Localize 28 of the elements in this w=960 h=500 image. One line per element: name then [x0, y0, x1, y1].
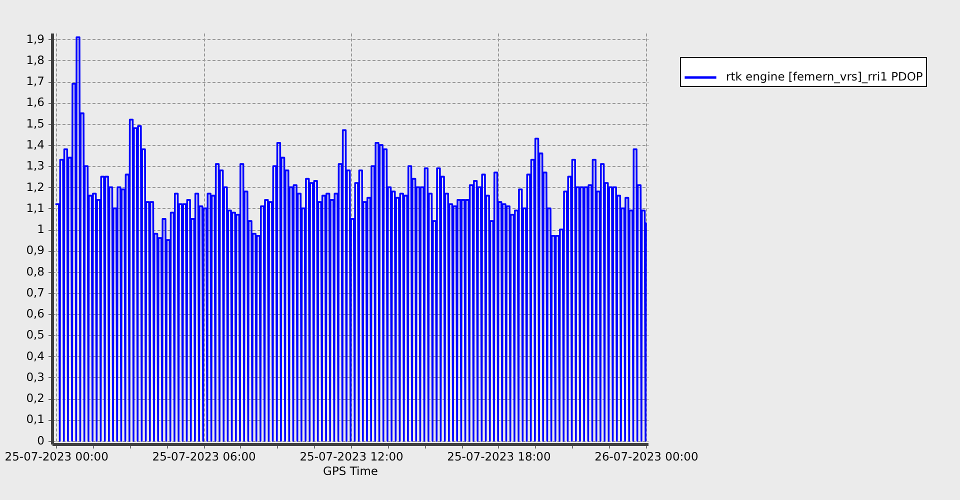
x-tick-label: 25-07-2023 00:00 — [4, 450, 108, 464]
y-tick-label: 0 — [37, 433, 44, 448]
y-tick-label: 1,4 — [26, 137, 44, 152]
x-tick-label: 26-07-2023 00:00 — [594, 450, 698, 464]
x-axis-title: GPS Time — [323, 464, 378, 478]
y-tick-label: 0,7 — [26, 285, 44, 300]
y-tick-label: 0,4 — [26, 348, 44, 363]
y-tick-label: 0,9 — [26, 243, 44, 258]
y-tick-label: 1,6 — [26, 95, 44, 110]
y-tick-label: 1,9 — [26, 32, 44, 46]
x-tick-label: 25-07-2023 18:00 — [447, 450, 551, 464]
y-tick-label: 1,5 — [26, 116, 44, 130]
y-tick-label: 0,1 — [26, 412, 44, 426]
y-tick-label: 0,6 — [26, 306, 44, 321]
y-tick-label: 1,2 — [26, 180, 44, 194]
y-tick-label: 1 — [37, 222, 44, 236]
y-tick-label: 1,8 — [26, 52, 44, 67]
y-tick-label: 0,2 — [26, 391, 44, 406]
y-tick-label: 0,5 — [26, 328, 44, 342]
line-series — [55, 36, 647, 442]
x-tick-label: 25-07-2023 12:00 — [300, 450, 404, 464]
legend-label: rtk engine [femern_vrs]_rri1 PDOP — [726, 70, 923, 84]
y-tick-label: 1,1 — [26, 200, 44, 215]
y-tick-label: 0,3 — [26, 370, 44, 384]
y-tick-label: 1,3 — [26, 158, 44, 173]
y-tick-label: 0,8 — [26, 264, 44, 278]
y-tick-label: 1,7 — [26, 74, 44, 88]
x-tick-label: 25-07-2023 06:00 — [152, 450, 256, 464]
